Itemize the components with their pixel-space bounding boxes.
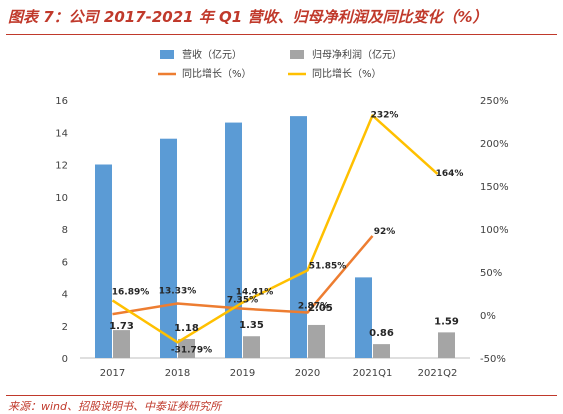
- bar: [308, 324, 325, 358]
- x-tick-label: 2019: [230, 368, 255, 379]
- y-right-tick-label: 100%: [480, 225, 509, 236]
- source-note: 来源：wind、招股说明书、中泰证券研究所: [8, 400, 222, 413]
- legend-label: 营收（亿元）: [182, 48, 242, 61]
- figure-title: 图表 7：公司 2017-2021 年 Q1 营收、归母净利润及同比变化（%）: [8, 8, 488, 26]
- bar: [355, 277, 372, 358]
- bar: [243, 336, 260, 358]
- y-right-tick-label: 50%: [480, 268, 502, 279]
- x-tick-label: 2021Q2: [418, 368, 458, 379]
- data-label: 13.33%: [159, 287, 197, 297]
- y-left-tick-label: 0: [62, 354, 68, 365]
- bar: [373, 344, 390, 358]
- y-left-tick-label: 6: [62, 257, 68, 268]
- series-line: [111, 114, 439, 344]
- series-line: [112, 235, 374, 316]
- data-label: 232%: [371, 110, 399, 120]
- x-tick-label: 2017: [100, 368, 125, 379]
- bar: [225, 122, 242, 358]
- y-right-tick-label: -50%: [480, 354, 506, 365]
- chart: 0 2 4 6 8 10 12 14 16 -50% 0% 50% 100% 150% 200% 250% 20…: [55, 48, 509, 379]
- legend-label: 同比增长（%）: [182, 67, 252, 80]
- data-label: 0.86: [369, 328, 394, 339]
- legend-swatch: [290, 50, 304, 59]
- y-left-tick-label: 10: [55, 193, 68, 204]
- source-divider: [6, 395, 557, 396]
- y-right-tick-label: 150%: [480, 182, 509, 193]
- title-divider: [6, 34, 557, 35]
- bar: [113, 330, 130, 358]
- data-label: 2.87%: [298, 302, 329, 312]
- y-left-tick-label: 4: [62, 290, 68, 301]
- y-left-tick-label: 8: [62, 225, 68, 236]
- data-label: 14.41%: [236, 288, 274, 298]
- y-right-tick-label: 0%: [480, 311, 496, 322]
- data-label: 92%: [374, 227, 396, 237]
- data-label: 1.18: [174, 323, 199, 334]
- x-tick-label: 2020: [295, 368, 320, 379]
- x-tick-label: 2021Q1: [353, 368, 393, 379]
- legend-swatch: [160, 50, 174, 59]
- y-right-tick-label: 250%: [480, 96, 509, 107]
- x-tick-label: 2018: [165, 368, 190, 379]
- y-right-tick-label: 200%: [480, 139, 509, 150]
- bar: [178, 338, 195, 358]
- bar: [290, 116, 307, 358]
- legend-label: 同比增长（%）: [312, 67, 382, 80]
- data-label: -31.79%: [171, 345, 212, 355]
- y-left-tick-label: 16: [55, 96, 68, 107]
- data-label: 164%: [436, 169, 464, 179]
- bar: [95, 164, 112, 358]
- legend-label: 归母净利润（亿元）: [312, 48, 402, 61]
- bar: [438, 332, 455, 358]
- y-left-tick-label: 14: [55, 128, 68, 139]
- data-label: 51.85%: [309, 261, 347, 271]
- data-label: 1.35: [239, 320, 264, 331]
- data-label: 16.89%: [112, 287, 150, 297]
- y-left-tick-label: 2: [62, 322, 68, 333]
- data-label: 1.59: [434, 316, 459, 327]
- data-label: 1.73: [109, 321, 134, 332]
- y-left-tick-label: 12: [55, 161, 68, 172]
- data-label: 2.05: [308, 303, 333, 314]
- data-label: 7.35%: [227, 296, 258, 306]
